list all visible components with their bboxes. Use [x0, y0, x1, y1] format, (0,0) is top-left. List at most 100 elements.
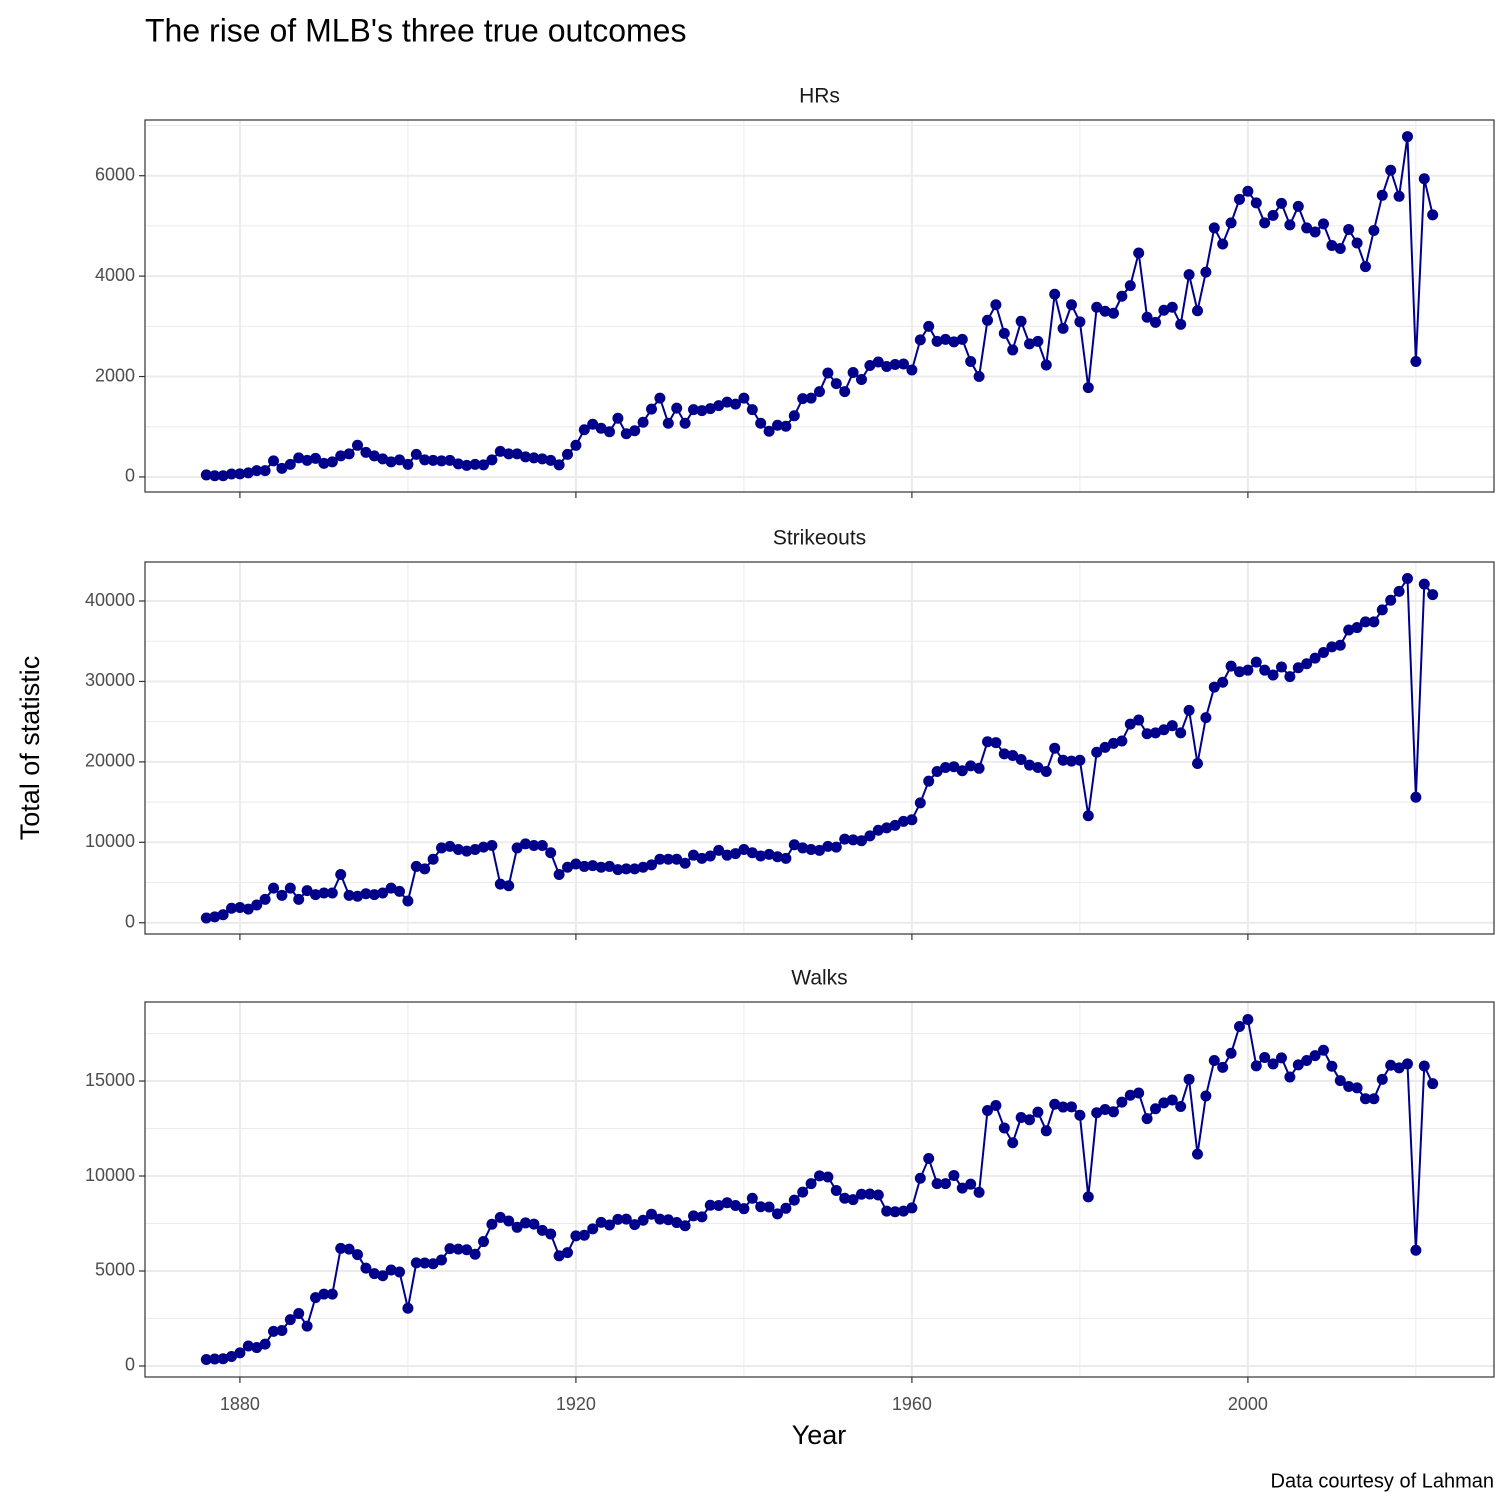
data-point — [360, 1262, 372, 1274]
data-point — [797, 393, 809, 405]
data-point — [1124, 1089, 1136, 1101]
data-point — [1410, 1244, 1422, 1256]
data-point — [1267, 209, 1279, 221]
data-point — [402, 1302, 414, 1314]
data-point — [1183, 704, 1195, 716]
data-point — [1183, 269, 1195, 281]
data-point — [234, 468, 246, 480]
y-axis-title: Total of statistic — [15, 656, 45, 841]
data-point — [713, 844, 725, 856]
data-point — [805, 392, 817, 404]
data-point — [494, 445, 506, 457]
data-point — [1343, 1081, 1355, 1093]
data-point — [436, 455, 448, 467]
data-point — [562, 1247, 574, 1259]
data-point — [839, 386, 851, 398]
data-point — [1049, 742, 1061, 754]
data-point — [1343, 624, 1355, 636]
data-point — [209, 470, 221, 482]
data-point — [746, 847, 758, 859]
data-point — [704, 403, 716, 415]
data-point — [1057, 322, 1069, 334]
data-point — [1275, 1052, 1287, 1064]
data-point — [343, 448, 355, 460]
data-point — [276, 1324, 288, 1336]
data-point — [1309, 1050, 1321, 1062]
data-point — [1267, 669, 1279, 681]
data-point — [452, 458, 464, 470]
data-point — [1284, 219, 1296, 231]
data-point — [1091, 1107, 1103, 1119]
data-point — [1208, 1055, 1220, 1067]
data-point — [553, 868, 565, 880]
data-point — [1292, 1059, 1304, 1071]
data-point — [427, 454, 439, 466]
data-point — [268, 455, 280, 467]
data-point — [612, 1213, 624, 1225]
data-point — [1359, 261, 1371, 273]
data-point — [310, 452, 322, 464]
data-point — [536, 1224, 548, 1236]
data-point — [1133, 1087, 1145, 1099]
data-point — [1343, 223, 1355, 235]
data-point — [595, 422, 607, 434]
data-point — [1124, 280, 1136, 292]
data-point — [822, 1171, 834, 1183]
data-point — [990, 1100, 1002, 1112]
data-point — [284, 1314, 296, 1326]
y-tick-label: 10000 — [85, 831, 135, 851]
data-point — [730, 1199, 742, 1211]
data-point — [419, 863, 431, 875]
data-point — [1250, 656, 1262, 668]
data-point — [855, 1188, 867, 1200]
data-point — [1368, 224, 1380, 236]
data-point — [1233, 1021, 1245, 1033]
data-point — [259, 893, 271, 905]
data-point — [578, 1229, 590, 1241]
data-point — [478, 841, 490, 853]
data-point — [318, 457, 330, 469]
data-point — [385, 1264, 397, 1276]
data-point — [1427, 1078, 1439, 1090]
data-point — [200, 469, 212, 481]
data-point — [318, 887, 330, 899]
x-tick-label: 1920 — [556, 1394, 596, 1414]
data-point — [1023, 1114, 1035, 1126]
data-point — [469, 844, 481, 856]
data-point — [326, 456, 338, 468]
data-point — [696, 852, 708, 864]
data-point — [1175, 318, 1187, 330]
panel-border — [144, 119, 1495, 493]
data-point — [998, 748, 1010, 760]
data-point — [1015, 315, 1027, 327]
data-point — [1040, 766, 1052, 778]
data-point — [209, 1353, 221, 1365]
data-point — [1149, 1103, 1161, 1115]
data-point — [654, 392, 666, 404]
data-point — [1292, 662, 1304, 674]
data-point — [1099, 305, 1111, 317]
data-point — [797, 842, 809, 854]
data-point — [1175, 727, 1187, 739]
data-point — [772, 1208, 784, 1220]
data-point — [1166, 301, 1178, 313]
data-point — [1040, 359, 1052, 371]
data-point — [352, 1249, 364, 1261]
data-point — [377, 887, 389, 899]
data-point — [293, 452, 305, 464]
data-point — [872, 824, 884, 836]
data-point — [688, 404, 700, 416]
data-point — [889, 1206, 901, 1218]
data-point — [1082, 810, 1094, 822]
data-point — [939, 762, 951, 774]
data-point — [1351, 237, 1363, 249]
data-point — [763, 1201, 775, 1213]
data-point — [1208, 681, 1220, 693]
data-point — [839, 1192, 851, 1204]
data-point — [914, 1172, 926, 1184]
data-point — [427, 1258, 439, 1270]
data-point — [1242, 664, 1254, 676]
data-point — [763, 848, 775, 860]
data-point — [746, 404, 758, 416]
data-point — [394, 454, 406, 466]
